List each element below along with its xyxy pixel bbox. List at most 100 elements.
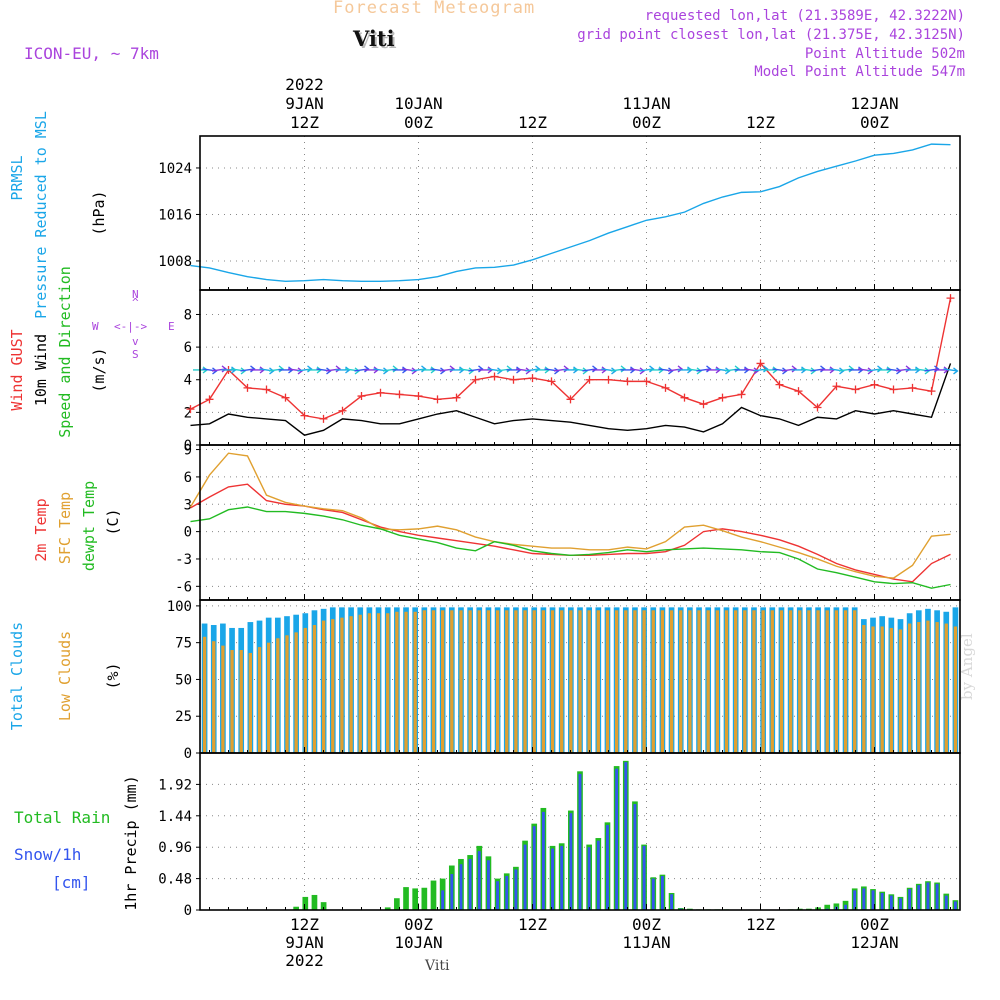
rain-bar (421, 887, 428, 910)
wind-arrow (781, 365, 798, 373)
gust-marker (794, 387, 803, 396)
rain-bar (403, 887, 409, 910)
temp-unit: (C) (104, 508, 122, 535)
gust-marker (680, 393, 689, 402)
temp-dewpt-label: dewpt Temp (80, 481, 98, 571)
rain-bar (311, 894, 318, 910)
low-cloud-bar (230, 650, 234, 753)
y-tick-label: 0.48 (158, 872, 192, 888)
low-cloud-bar (633, 610, 637, 753)
wind-arrow (667, 365, 684, 373)
low-cloud-bar (578, 610, 582, 753)
low-cloud-bar (202, 636, 207, 753)
low-cloud-bar (706, 610, 710, 753)
low-cloud-bar (303, 627, 307, 753)
compass-row: <-|-> (114, 320, 147, 333)
snow-bar (441, 890, 445, 910)
low-cloud-bar (788, 610, 793, 753)
compass-w: W (92, 320, 99, 333)
low-cloud-bar (853, 610, 857, 753)
low-cloud-bar (898, 629, 903, 753)
y-tick-label: 25 (175, 709, 192, 725)
low-cloud-bar (953, 626, 958, 753)
wind-arrow (325, 365, 342, 373)
wind-10m-label: 10m Wind (32, 334, 50, 406)
top-time-label: 12JAN (850, 94, 898, 113)
low-cloud-bar (248, 652, 252, 753)
y-tick-label: 1008 (158, 254, 192, 270)
model-altitude: Model Point Altitude 547m (754, 64, 965, 80)
low-cloud-bar (422, 610, 426, 753)
low-cloud-bar (486, 610, 491, 753)
model-label: ICON-EU, ~ 7km (24, 44, 159, 63)
low-cloud-bar (367, 613, 372, 753)
wind-unit: (m/s) (90, 347, 108, 392)
gust-marker (186, 405, 195, 414)
low-cloud-bar (477, 610, 481, 753)
snow-bar (889, 895, 893, 910)
y-tick-label: 0 (184, 525, 192, 541)
y-tick-label: 1.92 (158, 777, 192, 793)
snow-bar (487, 860, 490, 910)
low-cloud-bar (495, 610, 500, 753)
y-tick-label: 75 (175, 636, 192, 652)
rain-bar (824, 904, 831, 910)
snow-bar (578, 773, 582, 910)
low-cloud-bar (267, 642, 271, 753)
gust-marker (281, 393, 290, 402)
low-cloud-bar (605, 610, 610, 753)
compass-down: v (132, 335, 139, 348)
wind-arrow (838, 365, 855, 373)
gust-marker (357, 392, 366, 401)
low-cloud-bar (724, 610, 729, 753)
wind-panel: 0 2 4 6 8 (184, 289, 961, 454)
snow-bar (844, 904, 847, 910)
gust-marker (946, 294, 955, 303)
y-tick-label: -6 (175, 579, 192, 595)
wind-arrow (240, 365, 256, 373)
gust-marker (889, 385, 898, 394)
low-cloud-bar (880, 626, 884, 753)
low-cloud-bar (926, 620, 930, 753)
wind-arrow (382, 365, 399, 373)
low-cloud-bar (871, 626, 875, 753)
snow-bar (917, 885, 921, 910)
gust-marker (699, 400, 708, 409)
bottom-time-label: 11JAN (622, 933, 670, 952)
snow-bar (514, 869, 518, 910)
y-tick-label: 100 (167, 599, 192, 615)
rain-bar (412, 888, 419, 910)
gust-marker (566, 395, 575, 404)
rain-bar (302, 896, 309, 910)
snow-bar (871, 890, 875, 910)
snow-bar (596, 840, 600, 910)
low-cloud-bar (669, 610, 674, 753)
low-cloud-bar (843, 610, 848, 753)
low-cloud-bar (917, 622, 921, 753)
low-cloud-bar (697, 610, 701, 753)
low-cloud-bar (614, 610, 619, 753)
y-tick-label: 0 (184, 746, 192, 762)
low-cloud-bar (834, 610, 839, 753)
low-cloud-bar (514, 610, 518, 753)
compass-e: E (168, 320, 175, 333)
low-cloud-bar (431, 610, 436, 753)
low-cloud-bar (779, 610, 784, 753)
wind-arrow (411, 365, 427, 373)
wind-arrow (753, 365, 769, 373)
snow-bar (651, 878, 655, 910)
y-tick-label: 50 (175, 672, 192, 688)
bottom-time-label: 12Z (746, 915, 775, 934)
series-line-0 (190, 483, 951, 583)
low-cloud-bar (770, 610, 774, 753)
low-cloud-bar (541, 610, 546, 753)
gust-marker (604, 375, 613, 384)
low-cloud-bar (550, 610, 555, 753)
snow-bar (908, 889, 912, 910)
gust-marker (718, 393, 727, 402)
low-cloud-bar (660, 610, 665, 753)
low-cloud-bar (798, 610, 802, 753)
series-line-2 (190, 506, 951, 589)
gust-marker (471, 375, 480, 384)
